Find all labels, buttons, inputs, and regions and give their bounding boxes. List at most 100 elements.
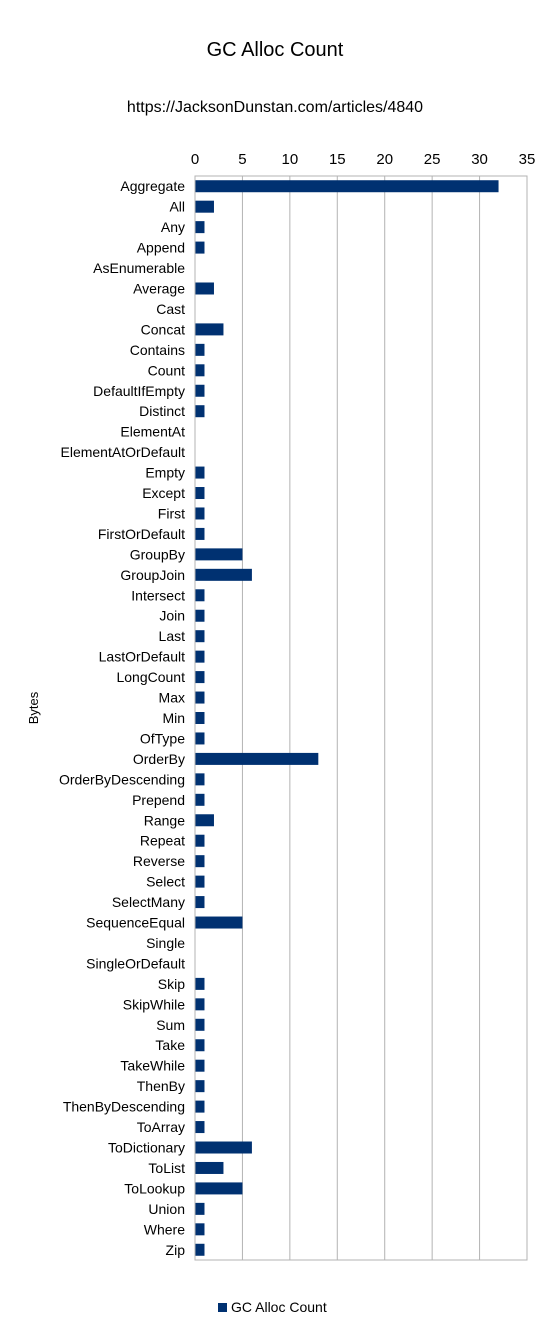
category-label: LongCount (116, 669, 185, 685)
bar-Average (195, 282, 214, 295)
x-tick-label-10: 10 (282, 151, 299, 168)
category-label: ToDictionary (108, 1140, 185, 1156)
category-label: Distinct (139, 403, 185, 419)
category-label: Except (142, 485, 185, 501)
category-label: Min (162, 710, 185, 726)
bar-ToList (195, 1161, 224, 1174)
bar-Repeat (195, 834, 205, 847)
category-label: Take (155, 1037, 185, 1053)
category-label: FirstOrDefault (98, 526, 185, 542)
x-tick-label-20: 20 (376, 151, 393, 168)
category-label: Concat (141, 321, 185, 337)
category-label: Sum (156, 1017, 185, 1033)
bar-Except (195, 487, 205, 500)
x-tick-label-15: 15 (329, 151, 346, 168)
category-label: All (169, 199, 185, 215)
category-label: Cast (156, 301, 185, 317)
x-tick-label-5: 5 (238, 151, 246, 168)
category-label: DefaultIfEmpty (93, 383, 185, 399)
bar-TakeWhile (195, 1059, 205, 1072)
bar-SequenceEqual (195, 916, 243, 929)
x-tick-label-0: 0 (191, 151, 199, 168)
category-label: SkipWhile (123, 996, 185, 1012)
category-label: Where (144, 1221, 185, 1237)
bar-ThenBy (195, 1080, 205, 1093)
bar-Max (195, 691, 205, 704)
bar-Concat (195, 323, 224, 336)
bar-SelectMany (195, 896, 205, 909)
legend: GC Alloc Count (218, 1299, 327, 1315)
bar-First (195, 507, 205, 520)
bar-GroupJoin (195, 568, 252, 581)
category-label: OfType (140, 730, 185, 746)
category-label: Append (137, 240, 185, 256)
category-label: Repeat (140, 833, 185, 849)
bar-Union (195, 1202, 205, 1215)
category-label: Union (148, 1201, 185, 1217)
category-labels: Aggregate All Any Append AsEnumerable Average… (59, 178, 185, 1258)
bar-Take (195, 1039, 205, 1052)
category-label: Range (144, 812, 185, 828)
category-label: SingleOrDefault (86, 955, 185, 971)
bar-Range (195, 814, 214, 827)
category-label: First (158, 505, 185, 521)
bar-LongCount (195, 671, 205, 684)
bar-OrderByDescending (195, 773, 205, 786)
x-tick-label-25: 25 (424, 151, 441, 168)
category-label: ToArray (137, 1119, 185, 1135)
category-label: Count (148, 362, 185, 378)
bar-Aggregate (195, 180, 499, 193)
bar-DefaultIfEmpty (195, 384, 205, 397)
category-label: Contains (130, 342, 185, 358)
bar-Prepend (195, 793, 205, 806)
bar-Any (195, 221, 205, 234)
category-label: Any (161, 219, 185, 235)
category-label: ThenByDescending (63, 1099, 185, 1115)
category-label: Zip (166, 1242, 186, 1258)
bar-Contains (195, 343, 205, 356)
bar-OrderBy (195, 752, 319, 765)
bar-SkipWhile (195, 998, 205, 1011)
bar-ToArray (195, 1121, 205, 1134)
category-label: ToLookup (124, 1180, 185, 1196)
category-label: Empty (145, 465, 185, 481)
chart-subtitle: https://JacksonDunstan.com/articles/4840 (127, 99, 423, 116)
bars (195, 180, 499, 1256)
category-label: OrderBy (133, 751, 185, 767)
bar-Join (195, 609, 205, 622)
bar-Empty (195, 466, 205, 479)
bar-Min (195, 712, 205, 724)
category-label: ThenBy (137, 1078, 185, 1094)
bar-Reverse (195, 855, 205, 868)
category-label: Prepend (132, 792, 185, 808)
category-label: Reverse (133, 853, 185, 869)
x-tick-label-30: 30 (471, 151, 488, 168)
category-label: Aggregate (120, 178, 185, 194)
bar-Last (195, 630, 205, 643)
bar-Zip (195, 1243, 205, 1256)
category-label: Select (146, 874, 185, 890)
legend-swatch (218, 1303, 227, 1312)
x-tick-labels: 0 5 10 15 20 25 30 35 (191, 151, 536, 168)
category-label: ElementAtOrDefault (61, 444, 186, 460)
bar-Skip (195, 977, 205, 990)
chart-title: GC Alloc Count (207, 39, 344, 61)
category-label: Skip (158, 976, 185, 992)
category-label: AsEnumerable (93, 260, 185, 276)
bar-Count (195, 364, 205, 377)
bar-Distinct (195, 405, 205, 418)
bar-Sum (195, 1018, 205, 1031)
category-label: Max (159, 690, 185, 706)
category-label: Single (146, 935, 185, 951)
category-label: Join (159, 608, 185, 624)
plot-frame (194, 175, 528, 1261)
category-label: TakeWhile (120, 1058, 185, 1074)
bar-Where (195, 1223, 205, 1236)
bar-Intersect (195, 589, 205, 602)
category-label: GroupJoin (120, 567, 185, 583)
category-label: ToList (148, 1160, 185, 1176)
bar-ToLookup (195, 1182, 243, 1195)
category-label: ElementAt (120, 424, 185, 440)
legend-label: GC Alloc Count (231, 1299, 327, 1315)
